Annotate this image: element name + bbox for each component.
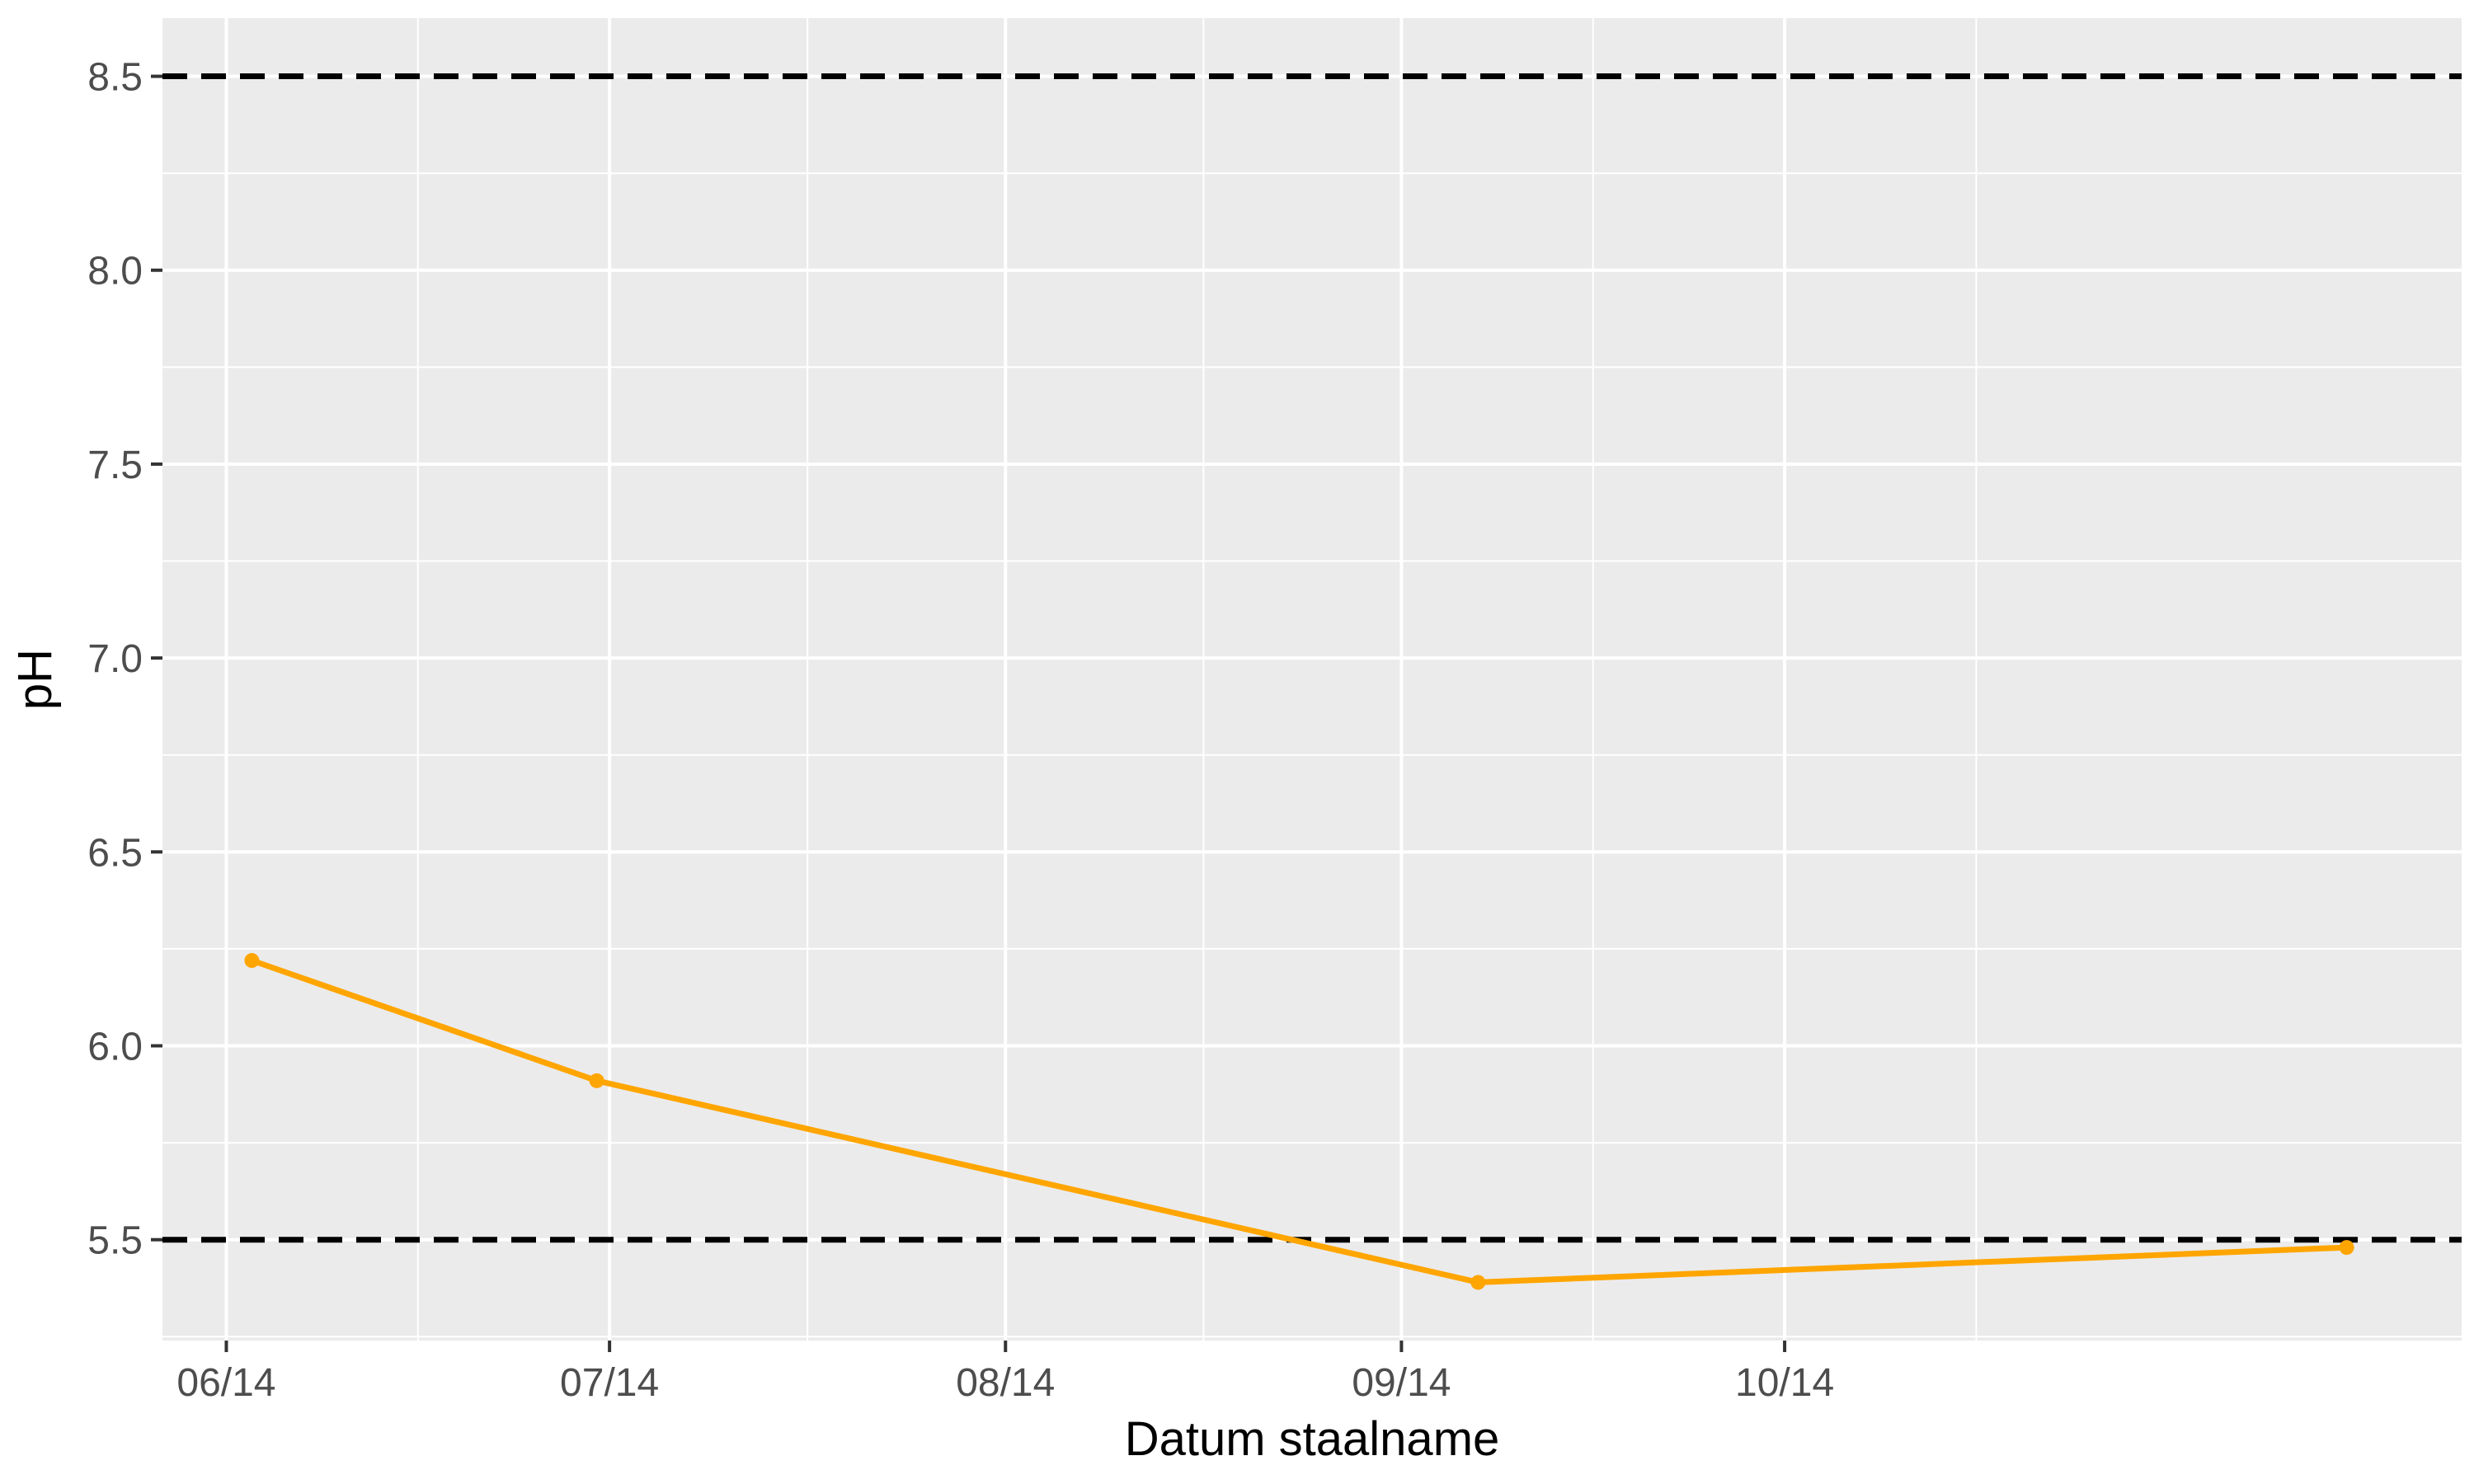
x-tick-label: 06/14 [176, 1361, 275, 1405]
y-axis: 5.5 6.0 6.5 7.0 7.5 8.0 8.5 [87, 56, 162, 1263]
plot-panel [162, 18, 2462, 1341]
x-tick-label: 07/14 [560, 1361, 659, 1405]
data-point [1470, 1275, 1486, 1290]
x-tick-label: 08/14 [956, 1361, 1055, 1405]
y-tick-label: 8.5 [87, 56, 143, 100]
y-tick-label: 7.5 [87, 444, 143, 487]
data-point [589, 1073, 604, 1088]
y-tick-label: 5.5 [87, 1219, 143, 1263]
x-axis-title: Datum staalname [1125, 1412, 1500, 1466]
data-point [2339, 1240, 2354, 1256]
x-tick-label: 09/14 [1352, 1361, 1451, 1405]
y-tick-label: 6.5 [87, 831, 143, 875]
minor-gridlines [162, 18, 2462, 1341]
x-tick-label: 10/14 [1735, 1361, 1834, 1405]
reference-lines [162, 73, 2462, 1243]
x-axis: 06/14 07/14 08/14 09/14 10/14 [176, 1341, 1834, 1405]
data-point [244, 953, 260, 969]
y-tick-label: 6.0 [87, 1026, 143, 1069]
data-series [244, 953, 2354, 1290]
y-axis-title: pH [8, 649, 62, 710]
y-tick-label: 8.0 [87, 250, 143, 294]
series-line [251, 957, 2347, 1285]
y-tick-label: 7.0 [87, 637, 143, 681]
